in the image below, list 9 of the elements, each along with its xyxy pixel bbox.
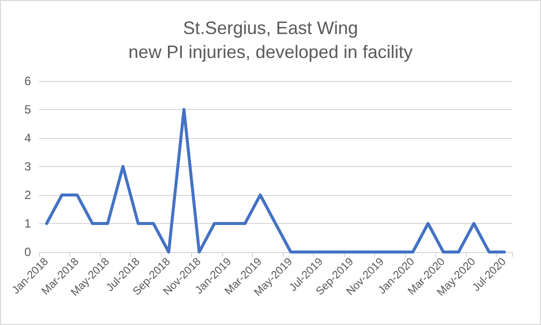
y-tick-label: 0 <box>24 245 32 259</box>
line-series <box>45 108 506 254</box>
y-tick-label: 1 <box>24 216 32 230</box>
y-tick-label: 4 <box>24 131 32 145</box>
y-tick-label: 2 <box>24 188 32 202</box>
y-tick-label: 6 <box>24 74 32 88</box>
chart-title: St.Sergius, East Wing new PI injuries, developed in facility <box>128 18 413 62</box>
y-tick-label: 3 <box>24 160 32 174</box>
y-tick-label: 5 <box>24 102 32 116</box>
